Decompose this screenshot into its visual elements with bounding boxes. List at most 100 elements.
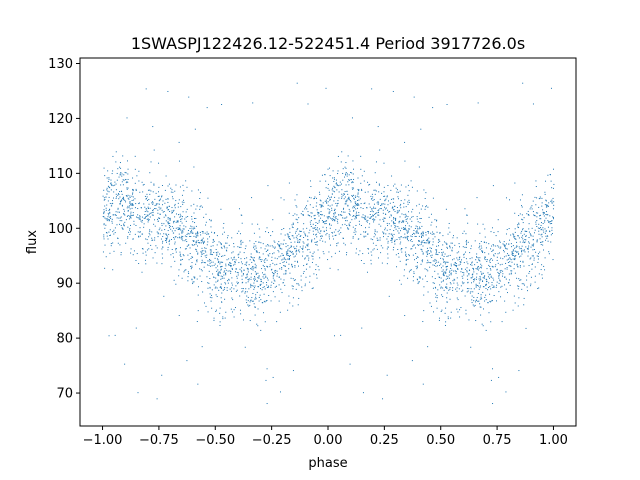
data-point <box>395 218 397 220</box>
data-point <box>274 246 276 248</box>
data-point <box>380 245 382 247</box>
data-point <box>197 310 199 312</box>
data-point <box>540 222 542 224</box>
data-point <box>404 227 406 229</box>
data-point <box>302 214 304 216</box>
data-point <box>323 231 325 233</box>
data-point <box>498 275 500 277</box>
data-point <box>108 231 110 233</box>
data-point <box>423 294 425 296</box>
data-point <box>111 200 113 202</box>
data-point <box>380 252 382 254</box>
data-point <box>354 228 356 230</box>
data-point <box>115 193 117 195</box>
data-point <box>197 294 199 296</box>
data-point <box>358 204 360 206</box>
data-point <box>128 205 130 207</box>
data-point <box>251 223 253 225</box>
data-point <box>442 273 444 275</box>
data-point <box>394 217 396 219</box>
data-point <box>539 238 541 240</box>
data-point <box>474 304 476 306</box>
data-point <box>246 276 248 278</box>
data-point <box>448 274 450 276</box>
data-point <box>157 232 159 234</box>
data-point <box>421 249 423 251</box>
data-point <box>130 224 132 226</box>
data-point <box>373 189 375 191</box>
data-point <box>511 253 513 255</box>
data-point <box>261 268 263 270</box>
data-point <box>320 237 322 239</box>
data-point <box>272 275 274 277</box>
data-point <box>296 82 298 84</box>
data-point <box>331 231 333 233</box>
data-point <box>156 262 158 264</box>
data-point <box>206 107 208 109</box>
data-point <box>466 271 468 273</box>
data-point <box>521 230 523 232</box>
data-point <box>314 218 316 220</box>
data-point <box>103 197 105 199</box>
data-point <box>409 269 411 271</box>
data-point <box>180 263 182 265</box>
data-point <box>489 300 491 302</box>
data-point <box>535 212 537 214</box>
data-point <box>322 251 324 253</box>
data-point <box>369 223 371 225</box>
data-point <box>278 284 280 286</box>
data-point <box>109 252 111 254</box>
data-point <box>287 254 289 256</box>
data-point <box>165 214 167 216</box>
data-point <box>397 196 399 198</box>
data-point <box>363 263 365 265</box>
data-point <box>486 281 488 283</box>
data-point <box>328 195 330 197</box>
data-point <box>337 170 339 172</box>
data-point <box>375 161 377 163</box>
data-point <box>377 203 379 205</box>
data-point <box>316 209 318 211</box>
data-point <box>131 199 133 201</box>
data-point <box>115 189 117 191</box>
data-point <box>473 279 475 281</box>
data-point <box>175 221 177 223</box>
data-point <box>476 256 478 258</box>
data-point <box>145 254 147 256</box>
data-point <box>450 263 452 265</box>
data-point <box>212 238 214 240</box>
data-point <box>260 281 262 283</box>
data-point <box>375 212 377 214</box>
data-point <box>542 222 544 224</box>
data-point <box>442 269 444 271</box>
data-point <box>194 227 196 229</box>
data-point <box>533 257 535 259</box>
data-point <box>403 228 405 230</box>
data-point <box>238 253 240 255</box>
data-point <box>484 228 486 230</box>
data-point <box>357 199 359 201</box>
data-point <box>499 264 501 266</box>
data-point <box>177 227 179 229</box>
data-point <box>161 374 163 376</box>
data-point <box>173 220 175 222</box>
x-tick-label: 0.50 <box>426 433 455 448</box>
data-point <box>110 182 112 184</box>
data-point <box>262 264 264 266</box>
data-point <box>256 323 258 325</box>
data-point <box>357 193 359 195</box>
data-point <box>273 240 275 242</box>
data-point <box>352 236 354 238</box>
data-point <box>206 231 208 233</box>
data-point <box>405 264 407 266</box>
data-point <box>274 280 276 282</box>
data-point <box>357 238 359 240</box>
data-point <box>168 225 170 227</box>
data-point <box>480 267 482 269</box>
data-point <box>213 264 215 266</box>
data-point <box>345 173 347 175</box>
data-point <box>535 221 537 223</box>
data-point <box>210 226 212 228</box>
data-point <box>437 289 439 291</box>
data-point <box>547 226 549 228</box>
